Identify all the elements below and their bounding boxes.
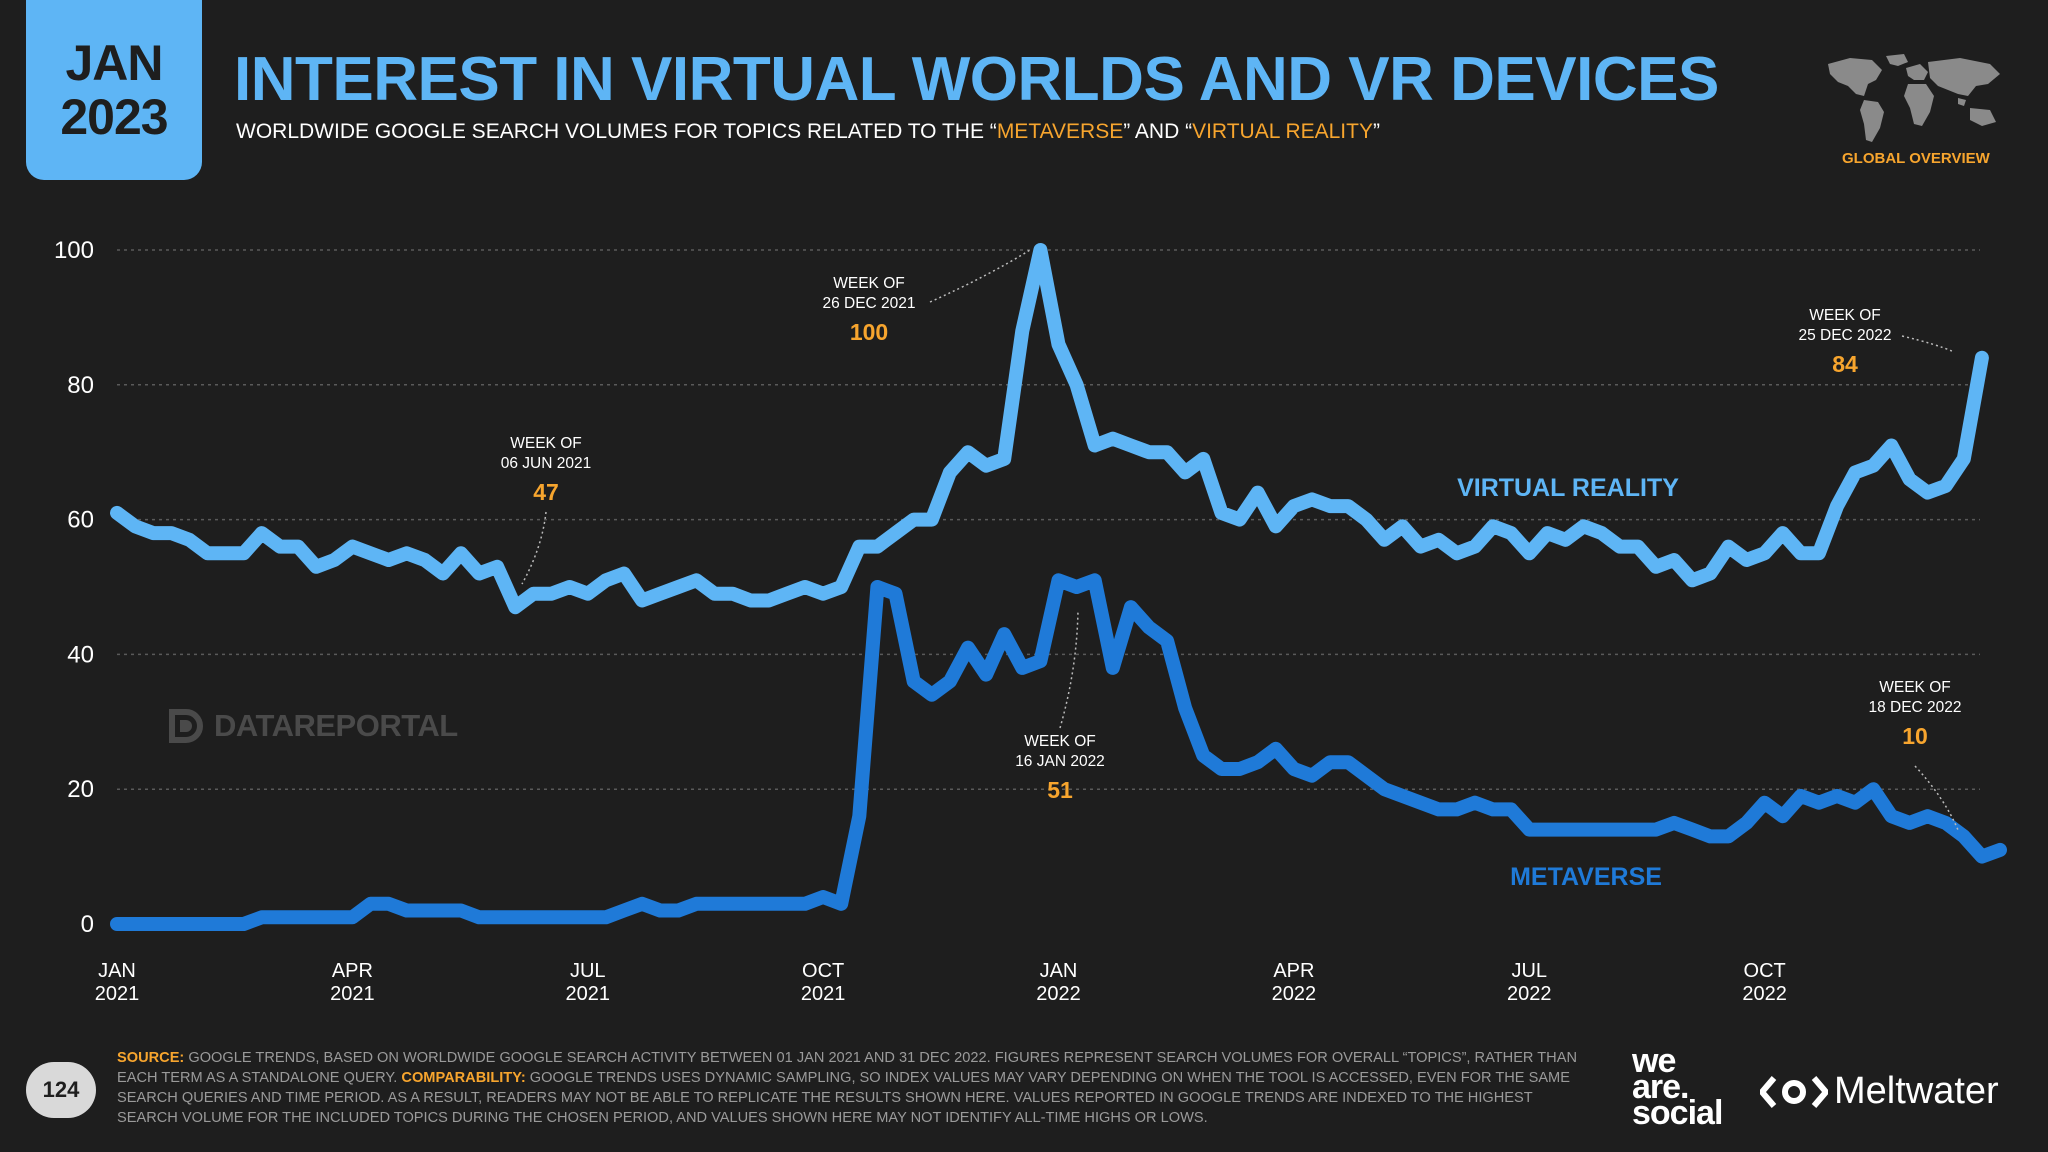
annotation-label: 26 DEC 2021 <box>822 295 915 312</box>
meltwater-logo: Meltwater <box>1760 1070 1999 1113</box>
annotation-leader-line <box>929 249 1031 303</box>
comparability-label: COMPARABILITY: <box>401 1070 526 1086</box>
x-tick-label: 2022 <box>1507 983 1552 1005</box>
x-tick-label: 2021 <box>566 983 611 1005</box>
annotation-value: 84 <box>1832 351 1858 377</box>
datareportal-text: DATAREPORTAL <box>214 708 458 743</box>
meltwater-logo-icon <box>1760 1075 1828 1108</box>
meltwater-text: Meltwater <box>1834 1070 1999 1112</box>
x-tick-label: 2021 <box>95 983 140 1005</box>
y-tick-label: 0 <box>81 911 94 938</box>
region-label: GLOBAL OVERVIEW <box>1842 150 1990 167</box>
x-tick-label: OCT <box>802 960 844 982</box>
subtitle-term-vr: VIRTUAL REALITY <box>1192 120 1373 143</box>
annotation-label: 25 DEC 2022 <box>1798 327 1891 344</box>
x-tick-label: JUL <box>570 960 606 982</box>
source-note: SOURCE: GOOGLE TRENDS, BASED ON WORLDWID… <box>117 1048 1597 1128</box>
y-tick-label: 100 <box>54 237 94 264</box>
annotation-label: 06 JUN 2021 <box>501 455 591 472</box>
annotation-label: WEEK OF <box>833 275 904 292</box>
world-map-icon <box>1828 54 2000 142</box>
x-tick-label: JAN <box>1040 960 1078 982</box>
logo-are: are. <box>1632 1068 1690 1106</box>
logo-we: we <box>1632 1042 1676 1080</box>
series-line-metaverse <box>110 573 2007 931</box>
date-month: JAN <box>65 35 163 91</box>
annotation-leader-line <box>1914 765 1959 831</box>
y-tick-label: 40 <box>67 641 94 668</box>
subtitle-suffix: ” <box>1372 120 1380 143</box>
logo-social: social <box>1632 1094 1723 1132</box>
x-tick-label: JUL <box>1511 960 1547 982</box>
annotation-label: WEEK OF <box>1879 679 1950 696</box>
subtitle-mid: ” AND “ <box>1123 120 1193 143</box>
series-label-virtual-reality: VIRTUAL REALITY <box>1457 474 1679 502</box>
annotation-leader-line <box>521 511 547 585</box>
x-tick-label: APR <box>332 960 373 982</box>
x-tick-label: 2022 <box>1272 983 1317 1005</box>
datareportal-watermark: DATAREPORTAL <box>168 708 458 744</box>
annotation-label: WEEK OF <box>1024 733 1095 750</box>
x-tick-label: 2022 <box>1742 983 1787 1005</box>
page-number: 124 <box>26 1062 96 1118</box>
we-are-social-logo: we are. social <box>1632 1042 1723 1132</box>
source-text: GOOGLE TRENDS, BASED ON WORLDWIDE GOOGLE… <box>117 1050 1577 1086</box>
series-label-metaverse: METAVERSE <box>1510 863 1662 891</box>
x-tick-label: APR <box>1273 960 1314 982</box>
annotation-leader-line <box>1901 335 1955 353</box>
page-subtitle: WORLDWIDE GOOGLE SEARCH VOLUMES FOR TOPI… <box>236 120 1380 144</box>
y-tick-label: 60 <box>67 507 94 534</box>
x-tick-label: 2021 <box>330 983 375 1005</box>
y-tick-label: 20 <box>67 776 94 803</box>
annotation-value: 10 <box>1902 723 1928 749</box>
x-tick-label: OCT <box>1744 960 1786 982</box>
x-tick-label: JAN <box>98 960 136 982</box>
subtitle-prefix: WORLDWIDE GOOGLE SEARCH VOLUMES FOR TOPI… <box>236 120 997 143</box>
annotation-leader-line <box>1059 609 1079 729</box>
annotation-value: 47 <box>533 479 559 505</box>
date-badge: JAN 2023 <box>26 0 202 180</box>
y-tick-label: 80 <box>67 372 94 399</box>
annotation-label: WEEK OF <box>510 435 581 452</box>
annotation-value: 100 <box>850 319 888 345</box>
source-label: SOURCE: <box>117 1050 185 1066</box>
annotation-label: WEEK OF <box>1809 307 1880 324</box>
x-tick-label: 2022 <box>1036 983 1081 1005</box>
annotation-label: 16 JAN 2022 <box>1015 753 1105 770</box>
date-year: 2023 <box>60 89 168 145</box>
page-title: INTEREST IN VIRTUAL WORLDS AND VR DEVICE… <box>234 45 1719 114</box>
subtitle-term-metaverse: METAVERSE <box>996 120 1124 143</box>
annotation-label: 18 DEC 2022 <box>1868 699 1961 716</box>
comparability-text: GOOGLE TRENDS USES DYNAMIC SAMPLING, SO … <box>117 1070 1570 1126</box>
x-tick-label: 2021 <box>801 983 846 1005</box>
series-line-virtual-reality <box>110 243 1989 615</box>
annotation-value: 51 <box>1047 777 1073 803</box>
datareportal-logo-icon <box>169 709 203 743</box>
